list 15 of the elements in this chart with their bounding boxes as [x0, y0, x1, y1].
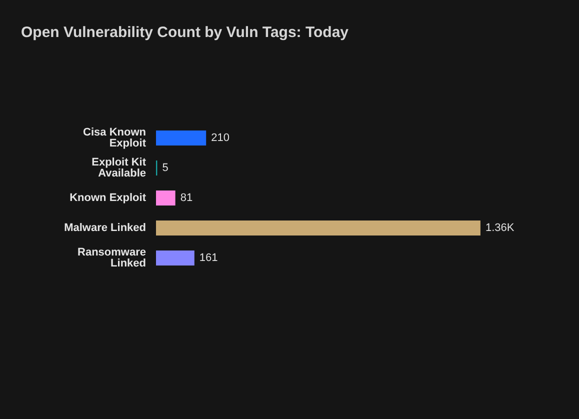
bar: [156, 190, 176, 206]
bar: [156, 220, 480, 236]
bar: [156, 130, 206, 146]
data-label: 210: [211, 132, 230, 144]
data-label: 81: [180, 192, 193, 204]
chart-title: Open Vulnerability Count by Vuln Tags: Today: [21, 24, 349, 41]
y-tick-label: Ransomware Linked: [78, 246, 146, 270]
y-tick-label: Malware Linked: [64, 222, 146, 234]
data-label: 1.36K: [485, 222, 515, 234]
y-tick-label: Known Exploit: [70, 192, 146, 204]
y-tick-label: Cisa Known Exploit: [83, 126, 146, 150]
data-label: 161: [199, 252, 218, 264]
y-tick-label: Exploit Kit Available: [92, 156, 146, 180]
data-label: 5: [162, 162, 168, 174]
bar: [156, 250, 194, 266]
